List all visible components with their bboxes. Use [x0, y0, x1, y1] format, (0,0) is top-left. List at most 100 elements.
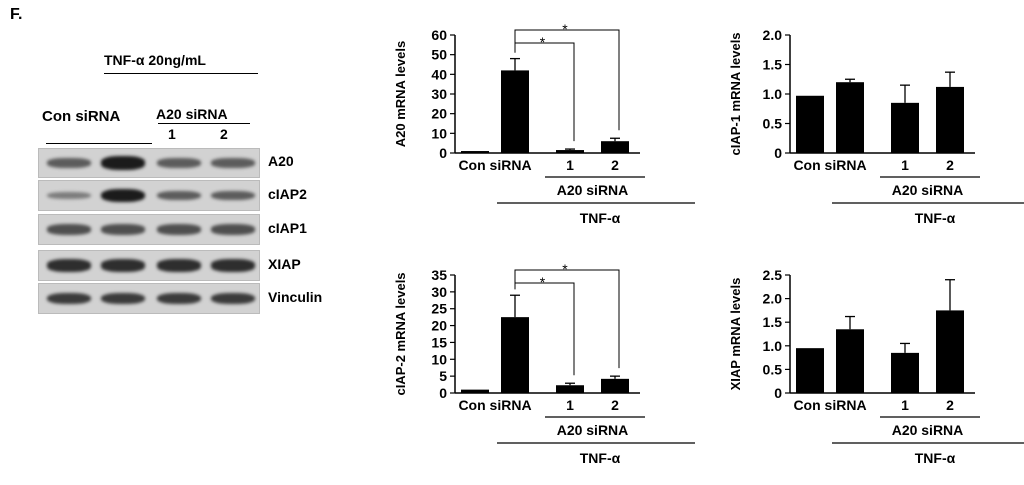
blot-treatment-label: TNF-α 20ng/mL — [104, 52, 206, 68]
y-tick-label: 50 — [431, 47, 447, 63]
blot-row-label: A20 — [268, 153, 294, 169]
y-tick-label: 0.5 — [763, 116, 783, 132]
y-tick-label: 0 — [774, 385, 782, 401]
y-tick-label: 10 — [431, 125, 447, 141]
blot-knockdown-line — [158, 123, 250, 124]
blot-band — [47, 292, 91, 305]
chart-a20-mrna: 0 10 20 30 40 50 60 A20 mRNA levels * * Con siRNA 1… — [393, 21, 695, 226]
blot-row-label: cIAP2 — [268, 185, 307, 202]
chart-ciap1-mrna: 0 0.5 1.0 1.5 2.0 cIAP-1 mRNA levels Con siRNA… — [728, 27, 1024, 226]
significance-bracket — [514, 42, 575, 142]
bar — [501, 70, 529, 153]
y-tick-label: 5 — [439, 368, 447, 384]
significance-bracket — [514, 269, 620, 369]
treatment-label: TNF-α — [580, 210, 621, 226]
lane-label: 1 — [901, 157, 909, 173]
blot-knockdown-label: A20 siRNA — [156, 106, 228, 122]
blot-band — [101, 156, 145, 170]
blot-band — [157, 259, 201, 272]
y-tick-label: 2.5 — [763, 267, 783, 283]
bar — [461, 389, 489, 393]
subgroup-label: A20 siRNA — [557, 182, 629, 198]
y-axis-label: XIAP mRNA levels — [728, 278, 743, 391]
significance-bracket — [514, 29, 620, 131]
bar — [936, 310, 964, 393]
significance-star: * — [540, 274, 546, 290]
blot-control-line — [46, 143, 152, 144]
lane-label: 2 — [611, 157, 619, 173]
blot-band — [157, 190, 201, 201]
panel-label: F. — [10, 6, 23, 23]
y-tick-label: 1.0 — [763, 338, 783, 354]
y-tick-label: 30 — [431, 284, 447, 300]
y-tick-label: 10 — [431, 351, 447, 367]
blot-row-label: cIAP1 — [268, 219, 307, 236]
blot-band — [211, 224, 255, 235]
y-tick-label: 20 — [431, 318, 447, 334]
blot-band — [211, 259, 255, 272]
blot-row-ciap1 — [38, 214, 260, 245]
blot-treatment-line — [104, 73, 258, 74]
y-tick-label: 1.0 — [763, 86, 783, 102]
significance-star: * — [540, 34, 546, 50]
bar — [936, 86, 964, 153]
y-tick-label: 40 — [431, 66, 447, 82]
subgroup-label: A20 siRNA — [557, 422, 629, 438]
y-tick-label: 2.0 — [763, 291, 783, 307]
y-axis-label: cIAP-1 mRNA levels — [728, 32, 743, 155]
blot-band — [101, 259, 145, 272]
lane-label: 2 — [946, 157, 954, 173]
y-tick-label: 15 — [431, 334, 447, 350]
lane-label: 1 — [901, 397, 909, 413]
blot-band — [101, 224, 145, 235]
lane-label: 1 — [566, 397, 574, 413]
lane-label: 2 — [611, 397, 619, 413]
blot-row-label: Vinculin — [268, 288, 323, 305]
blot-lane-2-label: 2 — [220, 126, 228, 142]
significance-star: * — [562, 261, 568, 277]
blot-band — [47, 191, 91, 200]
blot-band — [101, 188, 145, 203]
blot-band — [47, 158, 91, 168]
bar — [891, 102, 919, 153]
subgroup-label: A20 siRNA — [892, 422, 964, 438]
blot-band — [211, 292, 255, 305]
blot-band — [211, 190, 255, 201]
bar — [501, 317, 529, 393]
blot-band — [47, 259, 91, 272]
blot-row-xiap — [38, 250, 260, 281]
blot-band — [157, 292, 201, 305]
chart-xiap-mrna: 0 0.5 1.0 1.5 2.0 2.5 XIAP mRNA levels Con siRN… — [728, 267, 1024, 466]
blot-control-label: Con siRNA — [42, 108, 121, 125]
y-tick-label: 0.5 — [763, 361, 783, 377]
y-tick-label: 0 — [439, 385, 447, 401]
blot-band — [101, 292, 145, 305]
group-label-control: Con siRNA — [458, 157, 531, 173]
significance-star: * — [562, 21, 568, 37]
group-label-control: Con siRNA — [793, 397, 866, 413]
y-tick-label: 30 — [431, 86, 447, 102]
treatment-label: TNF-α — [580, 450, 621, 466]
y-tick-label: 2.0 — [763, 27, 783, 43]
bar — [836, 82, 864, 153]
group-label-control: Con siRNA — [793, 157, 866, 173]
y-tick-label: 1.5 — [763, 57, 783, 73]
y-tick-label: 0 — [774, 145, 782, 161]
significance-bracket — [514, 282, 575, 376]
y-axis-label: A20 mRNA levels — [393, 41, 408, 147]
bar — [461, 151, 489, 153]
bar — [891, 352, 919, 393]
bar — [836, 329, 864, 393]
y-tick-label: 25 — [431, 301, 447, 317]
bar — [556, 150, 584, 153]
blot-lane-1-label: 1 — [168, 126, 176, 142]
blot-band — [157, 224, 201, 235]
bar — [556, 385, 584, 393]
y-tick-label: 20 — [431, 106, 447, 122]
y-tick-label: 60 — [431, 27, 447, 43]
blot-band — [157, 158, 201, 168]
lane-label: 2 — [946, 397, 954, 413]
blot-band — [47, 224, 91, 235]
blot-row-a20 — [38, 148, 260, 178]
lane-label: 1 — [566, 157, 574, 173]
